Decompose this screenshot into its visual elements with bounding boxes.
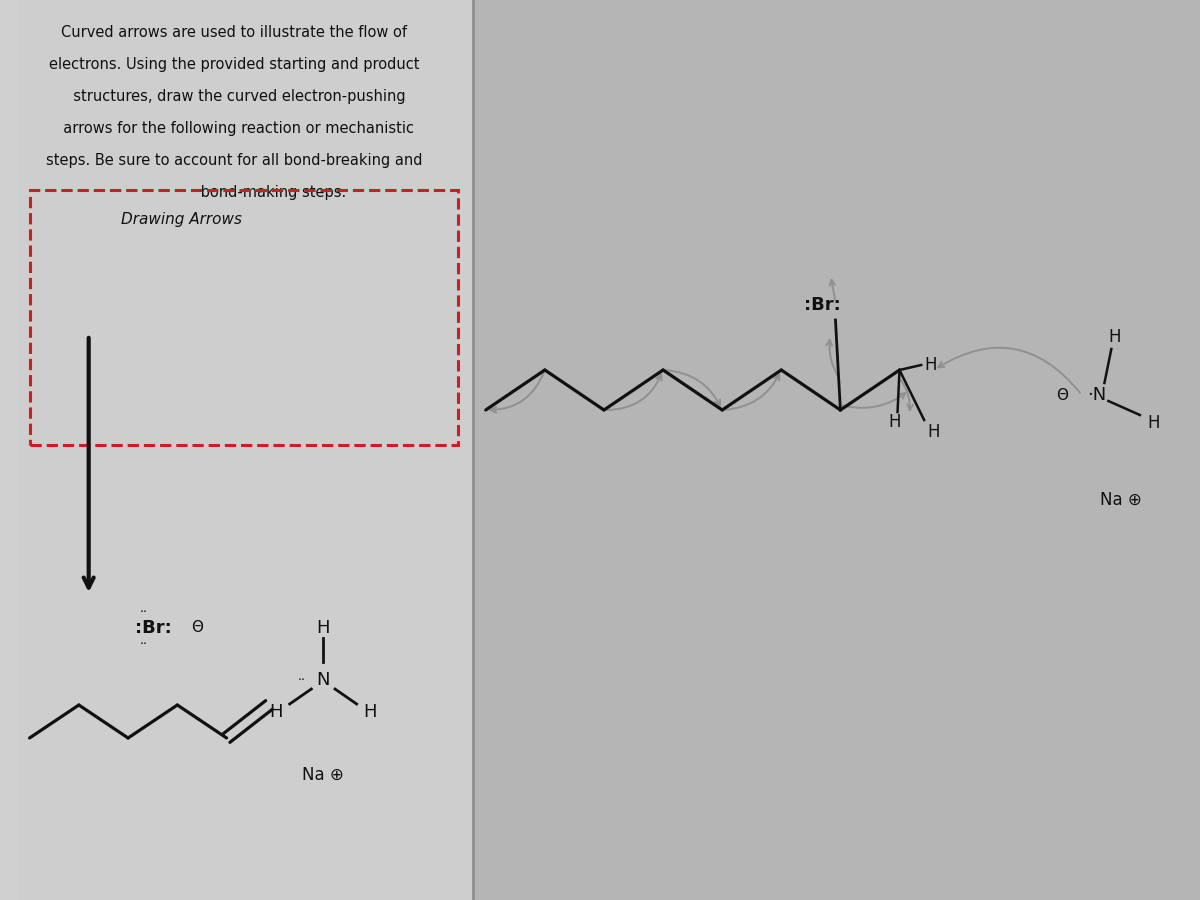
Text: arrows for the following reaction or mechanistic: arrows for the following reaction or mec…	[54, 121, 414, 136]
Text: Θ: Θ	[1056, 388, 1068, 402]
Text: steps. Be sure to account for all bond-breaking and: steps. Be sure to account for all bond-b…	[47, 153, 422, 168]
Text: H: H	[928, 423, 941, 441]
Text: H: H	[269, 703, 283, 721]
Text: structures, draw the curved electron-pushing: structures, draw the curved electron-pus…	[64, 89, 406, 104]
Text: :Br:: :Br:	[136, 619, 172, 637]
Text: H: H	[888, 413, 901, 431]
Text: H: H	[1147, 414, 1160, 432]
Text: Na ⊕: Na ⊕	[302, 766, 344, 784]
Text: H: H	[925, 356, 937, 374]
Text: Drawing Arrows: Drawing Arrows	[121, 212, 242, 227]
Text: N: N	[317, 671, 330, 689]
Text: H: H	[317, 619, 330, 637]
Text: H: H	[364, 703, 377, 721]
Text: ⋅⋅: ⋅⋅	[140, 637, 148, 651]
FancyBboxPatch shape	[473, 0, 1200, 900]
Text: bond-making steps.: bond-making steps.	[122, 185, 347, 200]
Text: electrons. Using the provided starting and product: electrons. Using the provided starting a…	[49, 57, 420, 72]
Text: H: H	[1108, 328, 1121, 346]
Bar	[30, 190, 458, 445]
Text: Na ⊕: Na ⊕	[1100, 491, 1142, 509]
Text: ⋅⋅: ⋅⋅	[140, 606, 148, 618]
Text: Curved arrows are used to illustrate the flow of: Curved arrows are used to illustrate the…	[61, 25, 408, 40]
FancyBboxPatch shape	[18, 0, 473, 900]
Text: ⋅⋅: ⋅⋅	[298, 673, 306, 687]
Text: :Br:: :Br:	[804, 296, 841, 314]
Text: ⋅N: ⋅N	[1087, 386, 1106, 404]
Text: Θ: Θ	[191, 620, 203, 635]
